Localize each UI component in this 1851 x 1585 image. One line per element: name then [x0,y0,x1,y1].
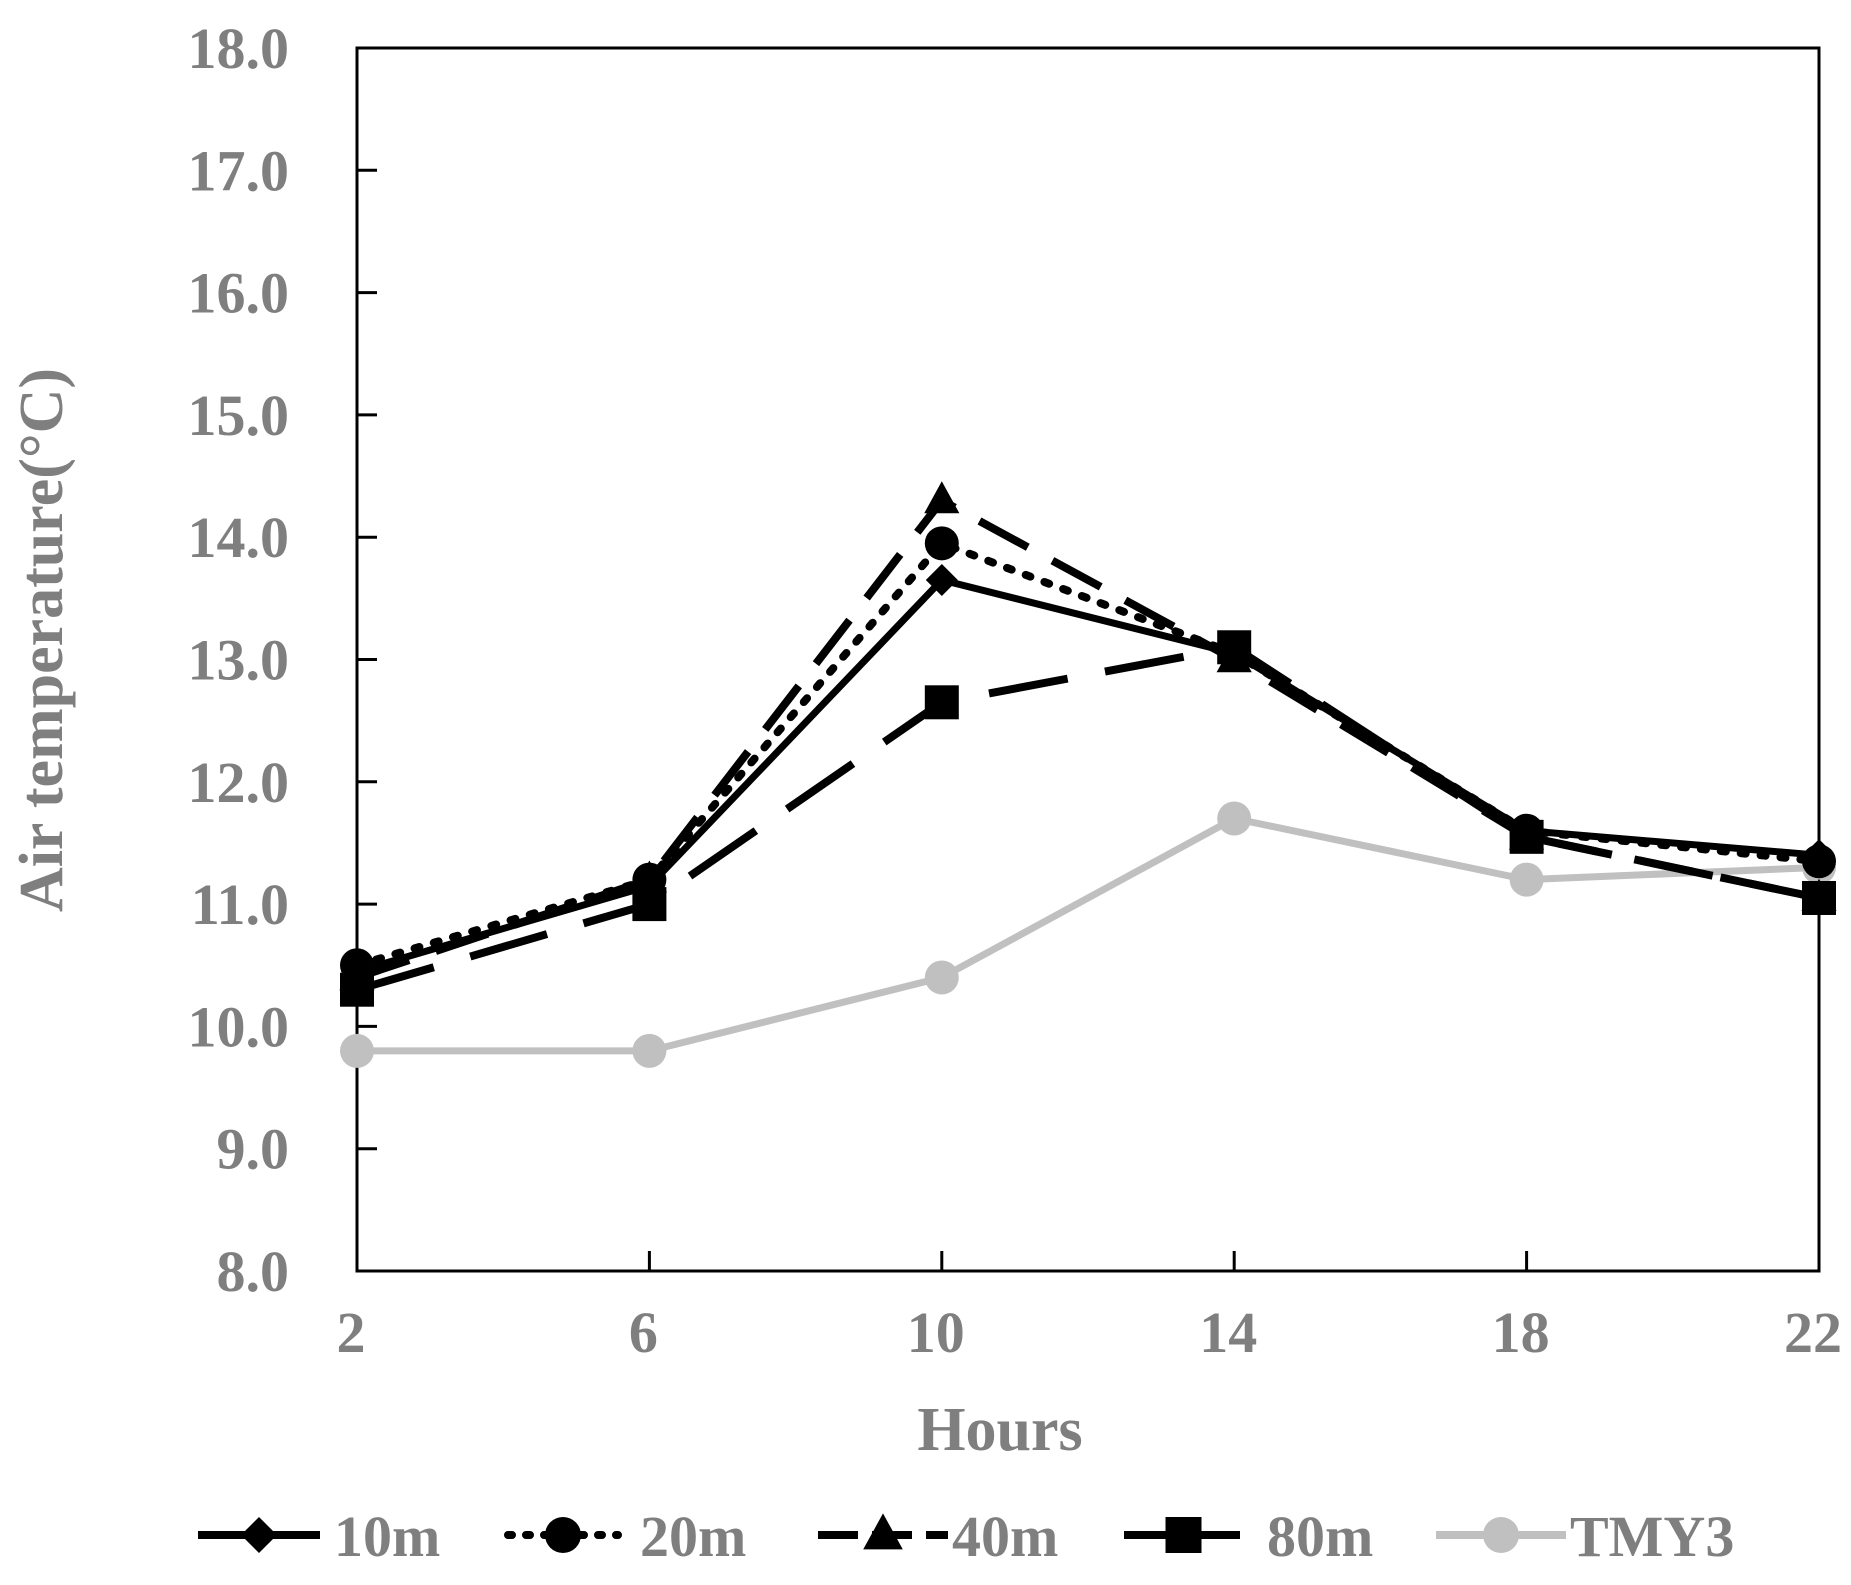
data-point-80m [924,685,959,720]
data-point-20m [1802,844,1836,879]
series-line-tmy3 [357,814,1820,1055]
legend-marker-80m [1165,1517,1202,1553]
x-tick-label: 18 [1492,1300,1550,1365]
series-tmy3 [340,801,1836,1068]
legend-label-40m: 40m [952,1504,1058,1569]
legend-label-80m: 80m [1267,1504,1373,1569]
series-10m [341,564,1835,988]
legend-marker-10m [241,1517,277,1553]
legend-item-20m: 20m [504,1504,746,1569]
y-tick-label: 17.0 [188,138,290,203]
data-point-80m [1802,880,1836,915]
legend-marker-20m [545,1517,581,1553]
data-point-40m [631,860,667,893]
data-point-80m [632,887,667,922]
data-point-tmy3 [1509,862,1544,897]
plot-area-frame [355,46,1821,1273]
data-point-40m [924,481,960,514]
y-axis-title: Air temperature(°C) [8,368,76,912]
legend-label-20m: 20m [640,1504,746,1569]
y-tick-label: 15.0 [188,383,290,448]
data-point-tmy3 [340,1033,374,1068]
legend-item-10m: 10m [198,1504,440,1569]
y-tick-label: 18.0 [188,16,290,81]
data-point-80m [1217,630,1252,665]
data-point-tmy3 [924,960,959,995]
y-tick-label: 16.0 [188,261,290,326]
y-tick-label: 9.0 [217,1117,290,1182]
y-tick-label: 14.0 [188,505,290,570]
x-axis-title: Hours [917,1396,1082,1464]
data-point-10m [925,564,958,597]
x-tick-label: 22 [1784,1300,1842,1365]
legend-marker-tmy3 [1483,1517,1519,1553]
legend-item-80m: 80m [1124,1504,1373,1569]
axes-layer: 8.0 9.0 10.0 11.0 12.0 13.0 14.0 15.0 16.0 17.0 18… [188,16,1843,1365]
series-layer [339,481,1837,1068]
y-tick-label: 8.0 [217,1239,290,1304]
x-tick-label: 6 [629,1300,658,1365]
series-80m [340,630,1836,1007]
legend: 10m 20m 40m 80m TMY3 [198,1504,1734,1569]
series-line-80m [355,643,1820,994]
data-point-tmy3 [632,1033,667,1068]
x-tick-label: 10 [907,1300,965,1365]
series-line-10m [356,576,1820,975]
data-point-80m [1509,819,1544,854]
legend-item-40m: 40m [818,1504,1058,1569]
legend-label-tmy3: TMY3 [1570,1504,1734,1569]
y-tick-label: 10.0 [188,994,290,1059]
y-tick-label: 12.0 [188,750,290,815]
legend-marker-40m [863,1513,903,1550]
x-tick-label: 2 [337,1300,366,1365]
data-point-80m [340,972,374,1007]
legend-item-tmy3: TMY3 [1436,1504,1734,1569]
x-tick-label: 14 [1199,1300,1257,1365]
data-point-tmy3 [1217,801,1252,836]
y-tick-label: 11.0 [191,872,289,937]
data-point-20m [924,526,959,561]
y-tick-label: 13.0 [188,628,290,693]
legend-label-10m: 10m [334,1504,440,1569]
series-line-20m [353,539,1823,970]
